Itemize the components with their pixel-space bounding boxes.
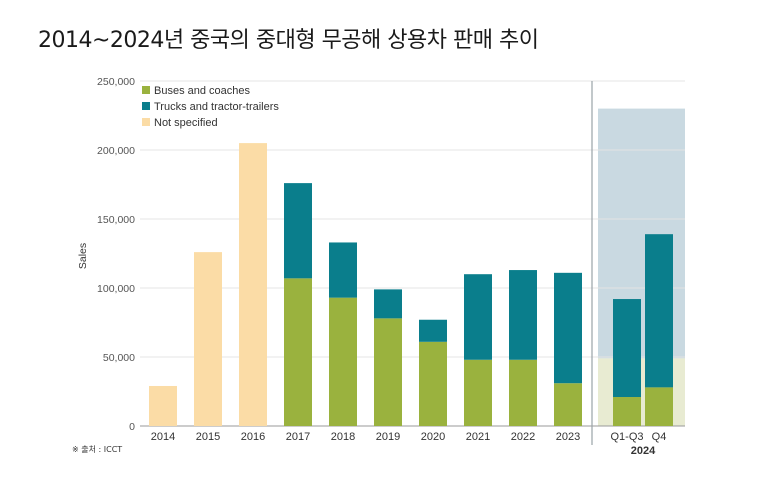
group-label-2024: 2024 bbox=[631, 445, 656, 457]
legend-swatch bbox=[142, 86, 150, 94]
bar-trucks-2020 bbox=[419, 319, 447, 342]
x-tick-label: 2021 bbox=[466, 431, 490, 443]
x-tick-label: 2018 bbox=[331, 431, 355, 443]
y-tick-label: 200,000 bbox=[97, 145, 135, 157]
bar-not-specified-2015 bbox=[194, 252, 222, 426]
source-note: ※ 출처 : ICCT bbox=[72, 444, 122, 454]
y-tick-label: 50,000 bbox=[103, 352, 135, 364]
legend-swatch bbox=[142, 118, 150, 126]
x-tick-label: 2019 bbox=[376, 431, 400, 443]
bar-trucks-2018 bbox=[329, 242, 357, 298]
bar-buses-2018 bbox=[329, 297, 357, 426]
x-tick-label: 2014 bbox=[151, 431, 175, 443]
y-tick-label: 0 bbox=[129, 421, 135, 433]
legend-label: Not specified bbox=[154, 117, 218, 129]
y-tick-label: 100,000 bbox=[97, 283, 135, 295]
bar-trucks-q4 bbox=[645, 234, 673, 388]
bar-trucks-2017 bbox=[284, 183, 312, 279]
x-tick-label: Q1-Q3 bbox=[610, 431, 643, 443]
legend-label: Buses and coaches bbox=[154, 85, 251, 97]
x-tick-label: Q4 bbox=[652, 431, 667, 443]
bar-buses-2022 bbox=[509, 359, 537, 426]
x-tick-label: 2016 bbox=[241, 431, 265, 443]
y-tick-label: 250,000 bbox=[97, 76, 135, 88]
bar-buses-2020 bbox=[419, 341, 447, 426]
chart-title: 2014~2024년 중국의 중대형 무공해 상용차 판매 추이 bbox=[38, 28, 539, 53]
bar-buses-2021 bbox=[464, 359, 492, 426]
y-axis-label: Sales bbox=[77, 243, 89, 269]
y-tick-label: 150,000 bbox=[97, 214, 135, 226]
bar-buses-2023 bbox=[554, 383, 582, 426]
x-tick-label: 2020 bbox=[421, 431, 445, 443]
bar-buses-2017 bbox=[284, 278, 312, 426]
legend-swatch bbox=[142, 102, 150, 110]
bar-buses-q4 bbox=[645, 387, 673, 426]
legend-label: Trucks and tractor-trailers bbox=[154, 101, 279, 113]
bar-trucks-2022 bbox=[509, 270, 537, 360]
x-tick-label: 2015 bbox=[196, 431, 220, 443]
bar-buses-q1-q3 bbox=[613, 397, 641, 426]
x-tick-label: 2022 bbox=[511, 431, 535, 443]
bar-trucks-2021 bbox=[464, 274, 492, 360]
x-tick-label: 2017 bbox=[286, 431, 310, 443]
bar-trucks-q1-q3 bbox=[613, 299, 641, 398]
x-tick-label: 2023 bbox=[556, 431, 580, 443]
bar-trucks-2023 bbox=[554, 272, 582, 384]
bar-trucks-2019 bbox=[374, 289, 402, 319]
bar-not-specified-2014 bbox=[149, 385, 177, 426]
bar-buses-2019 bbox=[374, 318, 402, 426]
bar-not-specified-2016 bbox=[239, 143, 267, 426]
